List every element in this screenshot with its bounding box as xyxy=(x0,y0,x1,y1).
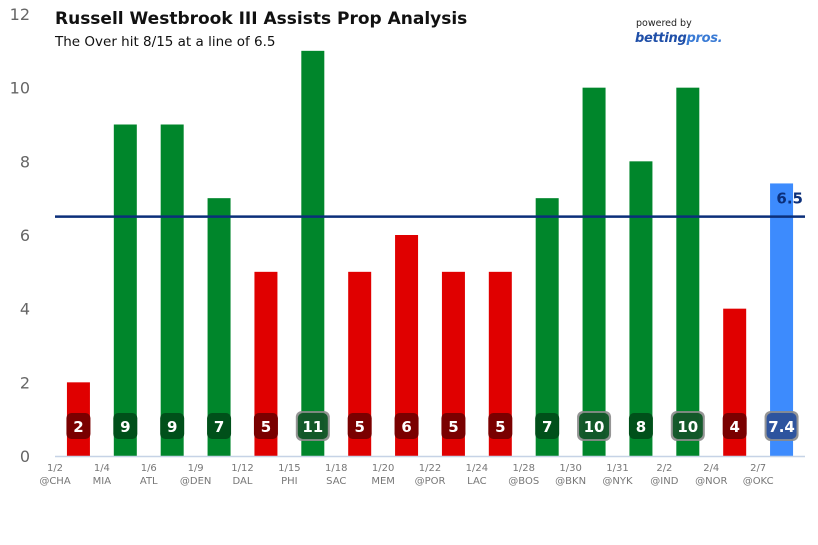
x-tick-opponent: @OKC xyxy=(743,476,774,487)
x-tick-date: 1/24 xyxy=(466,463,488,474)
x-tick-opponent: MIA xyxy=(93,476,112,487)
x-tick-date: 1/30 xyxy=(559,463,581,474)
powered-by-label: powered by xyxy=(636,18,692,29)
data-label: 7.4 xyxy=(768,418,795,436)
data-label-bg xyxy=(394,413,419,439)
data-label: 4 xyxy=(729,418,739,436)
bar-under xyxy=(254,271,278,456)
x-tick-date: 1/2 xyxy=(47,463,63,474)
data-label: 5 xyxy=(261,418,271,436)
x-tick-opponent: MEM xyxy=(371,476,395,487)
data-label: 8 xyxy=(636,418,646,436)
x-tick-date: 1/20 xyxy=(372,463,394,474)
x-tick-date: 2/4 xyxy=(703,463,719,474)
x-tick-opponent: @BKN xyxy=(555,476,586,487)
x-tick-opponent: @DEN xyxy=(180,476,212,487)
data-label-bg xyxy=(113,413,138,439)
x-tick-date: 1/4 xyxy=(94,463,110,474)
bar-over xyxy=(160,124,184,456)
data-label-bg xyxy=(628,413,653,439)
x-tick-date: 2/7 xyxy=(750,463,766,474)
x-tick-opponent: @NYK xyxy=(602,476,633,487)
data-label-bg xyxy=(766,413,797,439)
data-label: 9 xyxy=(167,418,177,436)
data-label: 11 xyxy=(302,418,323,436)
data-label-bg xyxy=(253,413,278,439)
bar-under xyxy=(395,235,419,456)
y-tick-label: 0 xyxy=(20,447,30,466)
data-label: 10 xyxy=(677,418,698,436)
x-tick-opponent: DAL xyxy=(233,476,253,487)
bar-over xyxy=(629,161,653,457)
x-tick-opponent: PHI xyxy=(281,476,298,487)
bar-under xyxy=(348,271,372,456)
data-label-bg xyxy=(488,413,513,439)
x-tick-date: 1/22 xyxy=(419,463,441,474)
y-tick-label: 4 xyxy=(20,300,30,319)
data-label-bg xyxy=(722,413,747,439)
x-tick-opponent: LAC xyxy=(467,476,486,487)
bar-over xyxy=(582,87,606,457)
data-label-bg xyxy=(535,413,560,439)
y-tick-label: 12 xyxy=(10,5,30,24)
bar-under xyxy=(441,271,465,456)
bar-over xyxy=(113,124,137,456)
x-tick-opponent: @POR xyxy=(415,476,446,487)
data-label: 7 xyxy=(214,418,224,436)
y-tick-label: 6 xyxy=(20,226,30,245)
y-tick-label: 2 xyxy=(20,373,30,392)
x-tick-opponent: @BOS xyxy=(508,476,539,487)
bar-over xyxy=(535,198,559,456)
data-label-bg xyxy=(207,413,232,439)
y-tick-label: 8 xyxy=(20,152,30,171)
x-tick-date: 1/28 xyxy=(513,463,535,474)
data-label: 10 xyxy=(584,418,605,436)
data-label-bg xyxy=(160,413,185,439)
x-tick-opponent: @IND xyxy=(650,476,678,487)
chart-subtitle: The Over hit 8/15 at a line of 6.5 xyxy=(55,34,276,50)
bar-over xyxy=(676,87,700,457)
data-label: 5 xyxy=(354,418,364,436)
x-tick-date: 1/15 xyxy=(278,463,300,474)
bettingpros-logo: bettingpros. xyxy=(635,31,723,46)
data-label-bg xyxy=(297,413,328,439)
bar-under xyxy=(488,271,512,456)
data-label: 9 xyxy=(120,418,130,436)
y-tick-label: 10 xyxy=(10,79,30,98)
x-tick-date: 1/31 xyxy=(606,463,628,474)
bar-over xyxy=(301,50,325,456)
x-tick-date: 1/9 xyxy=(188,463,204,474)
data-label-bg xyxy=(579,413,610,439)
data-label: 5 xyxy=(448,418,458,436)
brand-accent: pros. xyxy=(686,31,723,46)
chart-title: Russell Westbrook III Assists Prop Analy… xyxy=(55,9,468,29)
data-label-bg xyxy=(66,413,91,439)
brand-main: betting xyxy=(635,31,687,46)
x-tick-opponent: @CHA xyxy=(39,476,71,487)
x-tick-date: 1/18 xyxy=(325,463,347,474)
data-label: 7 xyxy=(542,418,552,436)
prop-line-label: 6.5 xyxy=(776,190,803,208)
x-tick-date: 2/2 xyxy=(656,463,672,474)
x-tick-date: 1/12 xyxy=(231,463,253,474)
x-tick-opponent: @NOR xyxy=(695,476,727,487)
data-label: 2 xyxy=(73,418,83,436)
x-tick-opponent: ATL xyxy=(140,476,158,487)
data-label-bg xyxy=(672,413,703,439)
x-tick-opponent: SAC xyxy=(326,476,346,487)
data-label: 5 xyxy=(495,418,505,436)
data-label-bg xyxy=(441,413,466,439)
bar-over xyxy=(207,198,231,456)
x-tick-date: 1/6 xyxy=(141,463,157,474)
data-label: 6 xyxy=(401,418,411,436)
data-label-bg xyxy=(347,413,372,439)
bar-projection xyxy=(770,183,794,456)
